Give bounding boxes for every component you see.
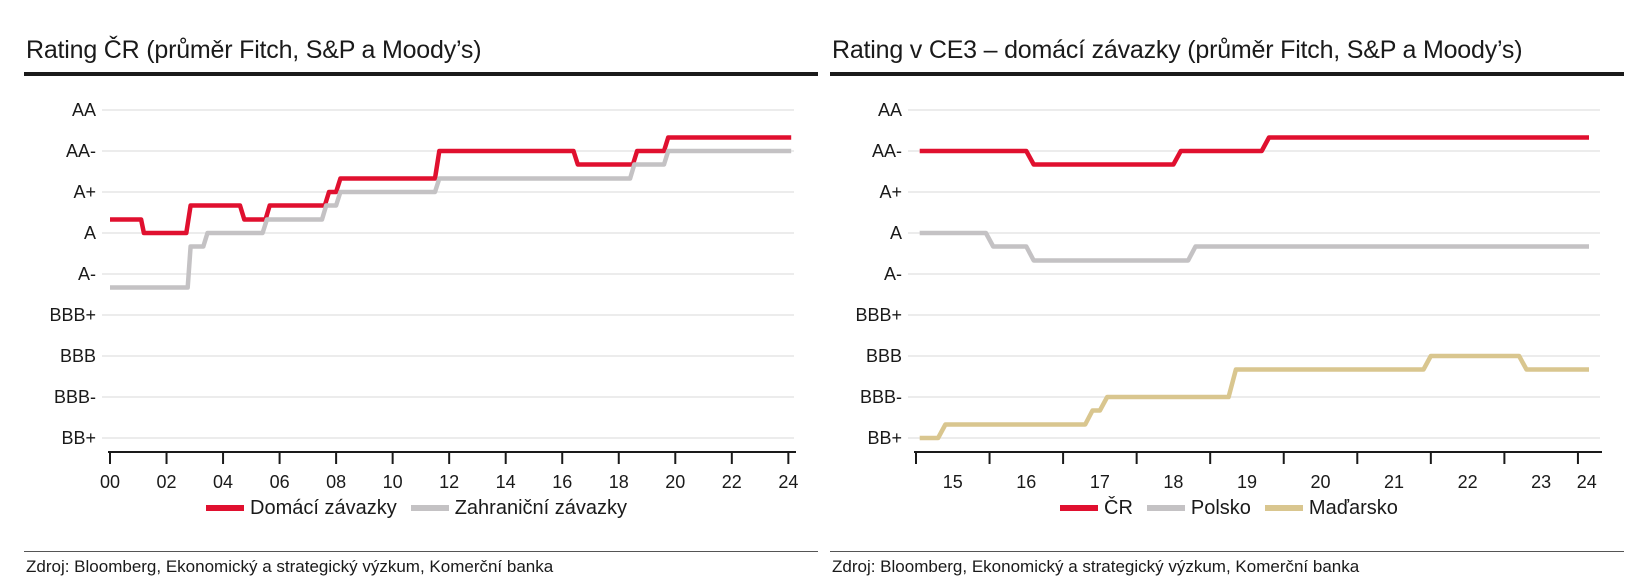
x-tick-label-00: 00 [100, 472, 120, 488]
left-title-rule [24, 72, 818, 76]
x-tick-label-16: 16 [552, 472, 572, 488]
legend-item-polsko: Polsko [1146, 496, 1251, 520]
y-tick-label-aplus: A+ [879, 182, 902, 202]
x-tick-label-22: 22 [1458, 472, 1478, 488]
x-tick-label-22: 22 [722, 472, 742, 488]
legend-item-domaci: Domácí závazky [206, 497, 397, 520]
x-tick-label-18: 18 [1163, 472, 1183, 488]
left-chart-panel: Rating ČR (průměr Fitch, S&P a Moody’s) … [24, 0, 818, 587]
x-tick-label-16: 16 [1016, 472, 1036, 488]
x-tick-label-21: 21 [1384, 472, 1404, 488]
series-line-domácí-závazky [110, 135, 792, 236]
y-tick-label-aminus: A- [78, 264, 96, 284]
y-tick-label-bbb: BBB [60, 346, 96, 366]
y-tick-label-bbbminus: BBB- [860, 387, 902, 407]
legend-label-zahranicni: Zahraniční závazky [454, 496, 628, 519]
legend-label-polsko: Polsko [1190, 496, 1251, 519]
y-tick-label-aa: AA [72, 100, 96, 120]
x-tick-label-24: 24 [778, 472, 798, 488]
legend-item-madarsko: Maďarsko [1264, 496, 1398, 520]
y-tick-label-aplus: A+ [73, 182, 96, 202]
left-source-rule [24, 551, 818, 552]
left-chart-plot: BB+ BBB- BBB BBB+ A- A A+ AA- AA 00 02 04 06 08 10 12 14… [49, 100, 798, 488]
series-line-čr [919, 135, 1589, 167]
legend-label-madarsko: Maďarsko [1308, 496, 1398, 519]
y-tick-label-aaminus: AA- [66, 141, 96, 161]
series-line-maďarsko [919, 353, 1589, 441]
x-tick-label-04: 04 [213, 472, 233, 488]
series-line-polsko [919, 230, 1589, 263]
legend-swatch-madarsko [1264, 505, 1303, 511]
x-tick-label-24: 24 [1577, 472, 1597, 488]
legend-label-domaci: Domácí závazky [250, 496, 397, 519]
left-chart-legend: Domácí závazky Zahraniční závazky [206, 494, 641, 522]
y-tick-label-aminus: A- [884, 264, 902, 284]
legend-item-cr: ČR [1060, 497, 1133, 520]
y-tick-label-bbbplus: BBB+ [855, 305, 902, 325]
right-chart-plot: BB+ BBB- BBB BBB+ A- A A+ AA- AA 15 16 17 18 19 20 21 22… [855, 100, 1602, 488]
legend-swatch-polsko [1146, 505, 1185, 511]
x-tick-label-20: 20 [1311, 472, 1331, 488]
right-chart-title: Rating v CE3 – domácí závazky (průměr Fi… [832, 36, 1523, 64]
x-tick-label-12: 12 [439, 472, 459, 488]
x-tick-label-06: 06 [270, 472, 290, 488]
y-tick-label-bbplus: BB+ [867, 428, 902, 448]
y-tick-label-aaminus: AA- [872, 141, 902, 161]
x-tick-label-15: 15 [943, 472, 963, 488]
right-source-rule [830, 551, 1624, 552]
left-source-note: Zdroj: Bloomberg, Ekonomický a strategic… [26, 557, 554, 576]
x-tick-label-19: 19 [1237, 472, 1257, 488]
series-line-zahraniční-závazky [110, 148, 792, 290]
right-chart-panel: Rating v CE3 – domácí závazky (průměr Fi… [830, 0, 1624, 587]
legend-swatch-domaci [206, 505, 244, 511]
x-tick-label-14: 14 [496, 472, 516, 488]
right-chart-legend: ČR Polsko Maďarsko [1060, 494, 1412, 522]
x-tick-label-18: 18 [609, 472, 629, 488]
right-title-rule [830, 72, 1624, 76]
x-tick-label-23: 23 [1531, 472, 1551, 488]
x-tick-label-17: 17 [1090, 472, 1110, 488]
x-tick-label-10: 10 [383, 472, 403, 488]
x-tick-label-02: 02 [157, 472, 177, 488]
y-tick-label-bbb: BBB [866, 346, 902, 366]
right-source-note: Zdroj: Bloomberg, Ekonomický a strategic… [832, 557, 1360, 576]
legend-swatch-cr [1060, 505, 1098, 511]
y-tick-label-bbplus: BB+ [61, 428, 96, 448]
legend-swatch-zahranicni [410, 505, 449, 511]
y-tick-label-aa: AA [878, 100, 902, 120]
y-tick-label-bbbminus: BBB- [54, 387, 96, 407]
y-tick-label-a: A [890, 223, 902, 243]
y-tick-label-bbbplus: BBB+ [49, 305, 96, 325]
y-tick-label-a: A [84, 223, 96, 243]
x-tick-label-08: 08 [326, 472, 346, 488]
x-tick-label-20: 20 [665, 472, 685, 488]
legend-item-zahranicni: Zahraniční závazky [410, 496, 628, 520]
legend-label-cr: ČR [1104, 496, 1133, 519]
left-chart-title: Rating ČR (průměr Fitch, S&P a Moody’s) [26, 36, 482, 64]
